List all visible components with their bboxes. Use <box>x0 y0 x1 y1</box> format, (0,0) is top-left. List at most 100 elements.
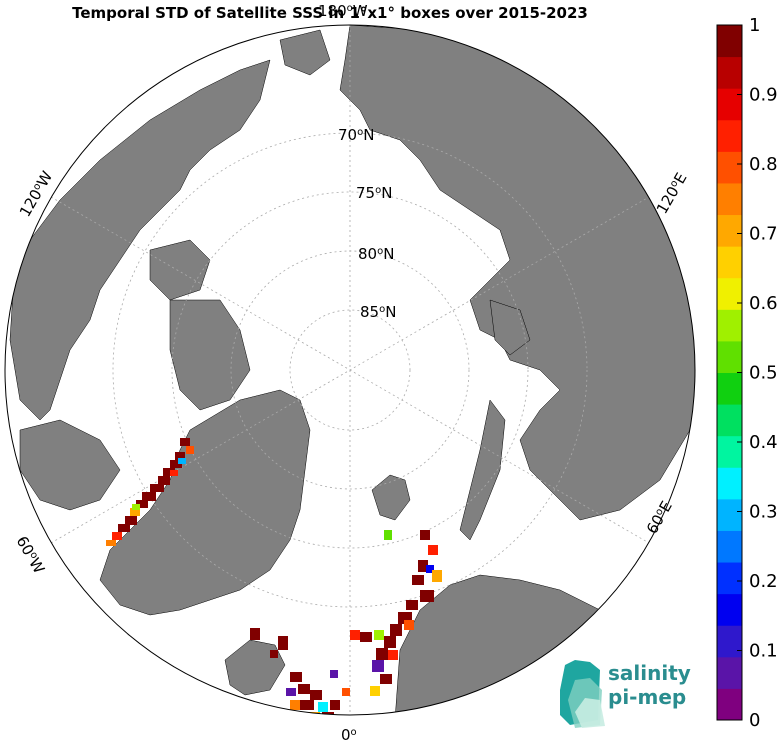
land-novaya-zemlya <box>459 399 506 541</box>
lat-circle-70 <box>112 132 588 608</box>
lat-circle-85 <box>289 309 411 431</box>
std-cell <box>130 508 140 516</box>
lon-label-180: 180oW <box>318 2 368 20</box>
colorbar-tick-label: 0.4 <box>749 432 778 453</box>
lat-circle-75 <box>171 191 529 549</box>
land-chukotka <box>279 29 331 76</box>
colorbar-segment <box>717 182 742 216</box>
colorbar-tick-label: 0.9 <box>749 85 778 106</box>
colorbar-segment <box>717 498 742 531</box>
std-cell <box>136 500 148 508</box>
std-cell <box>125 516 137 525</box>
std-cell <box>380 674 392 684</box>
land-canada <box>9 59 271 421</box>
land-greenland <box>99 389 311 616</box>
std-cell <box>404 620 414 630</box>
colorbar-segment <box>717 119 742 152</box>
lat-label-85: 85oN <box>360 303 396 321</box>
colorbar-segment <box>717 25 742 58</box>
std-cell <box>158 476 170 485</box>
colorbar-segment <box>717 246 742 279</box>
std-cell <box>390 624 402 636</box>
std-cell <box>388 650 398 660</box>
std-cell <box>428 545 438 555</box>
std-cell <box>178 458 186 464</box>
wave-icon <box>560 660 605 728</box>
std-cell <box>180 438 190 446</box>
std-cell <box>290 700 300 710</box>
colorbar-segment <box>717 530 742 563</box>
colorbar-segment <box>717 151 742 184</box>
lat-label-70: 70oN <box>338 126 374 144</box>
std-cell <box>360 632 372 642</box>
land-canada-islands <box>149 239 211 301</box>
colorbar-segment <box>717 88 742 121</box>
colorbar-tick-label: 1 <box>749 15 760 36</box>
std-cell <box>330 670 338 678</box>
std-cell <box>142 492 156 501</box>
std-cell <box>186 446 194 454</box>
std-cell <box>106 540 116 546</box>
std-cell <box>300 700 314 710</box>
std-cell <box>384 636 396 648</box>
lon-label-0: 0o <box>341 726 357 744</box>
colorbar-segment <box>717 404 742 437</box>
std-cell <box>270 650 278 658</box>
figure-title: Temporal STD of Satellite SSS in 1°x1° b… <box>72 4 588 22</box>
std-cell <box>278 636 288 650</box>
std-cell <box>290 672 302 682</box>
std-cell <box>170 460 182 468</box>
colorbar-segment <box>717 214 742 247</box>
std-cell <box>370 686 380 696</box>
std-cell <box>112 532 122 540</box>
std-cell <box>150 484 164 492</box>
std-cell <box>432 570 442 582</box>
map-border <box>4 24 696 716</box>
colorbar-tick-label: 0.2 <box>749 571 778 592</box>
colorbar-ticks: 0 0.1 0.2 0.3 0.4 0.5 0.6 0.7 0.8 0.9 1 <box>737 15 778 731</box>
std-cell <box>318 702 328 712</box>
std-cell <box>170 470 178 476</box>
std-data-cells <box>106 438 442 715</box>
land-baffin <box>19 419 121 511</box>
std-cell <box>350 630 360 640</box>
lat-label-80: 80oN <box>358 245 394 263</box>
lon-label-60w: 60oW <box>13 533 49 577</box>
std-cell <box>118 524 130 532</box>
colorbar-tick-label: 0.3 <box>749 502 778 523</box>
std-cell <box>250 628 260 640</box>
lon-label-120e: 120oE <box>653 170 691 217</box>
std-cell <box>132 504 140 510</box>
logo-pimep-text: pi-mep <box>608 685 686 709</box>
colorbar-segment <box>717 56 742 89</box>
colorbar-segment <box>717 625 742 658</box>
colorbar-tick-label: 0.8 <box>749 154 778 175</box>
std-cell <box>420 530 430 540</box>
colorbar-segment <box>717 656 742 689</box>
std-cell <box>330 700 340 710</box>
land-svalbard <box>371 474 411 521</box>
colorbar-tick-label: 0.7 <box>749 224 778 245</box>
std-cell <box>374 630 384 640</box>
std-cell <box>175 452 185 461</box>
colorbar-tick-label: 0.1 <box>749 641 778 662</box>
std-cell <box>412 575 424 585</box>
std-cell <box>376 648 388 660</box>
std-cell <box>163 468 175 476</box>
land-ellesmere <box>169 299 251 411</box>
std-cell <box>384 530 392 540</box>
colorbar-segment <box>717 372 742 405</box>
salinity-pimep-logo: salinity pi-mep <box>560 660 691 728</box>
colorbar-tick-label: 0.5 <box>749 363 778 384</box>
colorbar-segment <box>717 309 742 342</box>
lat-label-75: 75oN <box>356 184 392 202</box>
land-taymyr <box>489 299 531 356</box>
colorbar: 0 0.1 0.2 0.3 0.4 0.5 0.6 0.7 0.8 0.9 1 <box>716 15 778 731</box>
std-cell <box>426 565 434 573</box>
std-cell <box>322 712 334 715</box>
std-cell <box>298 684 310 694</box>
std-cell <box>406 600 418 610</box>
colorbar-segments <box>717 25 742 721</box>
std-cell <box>418 560 428 572</box>
